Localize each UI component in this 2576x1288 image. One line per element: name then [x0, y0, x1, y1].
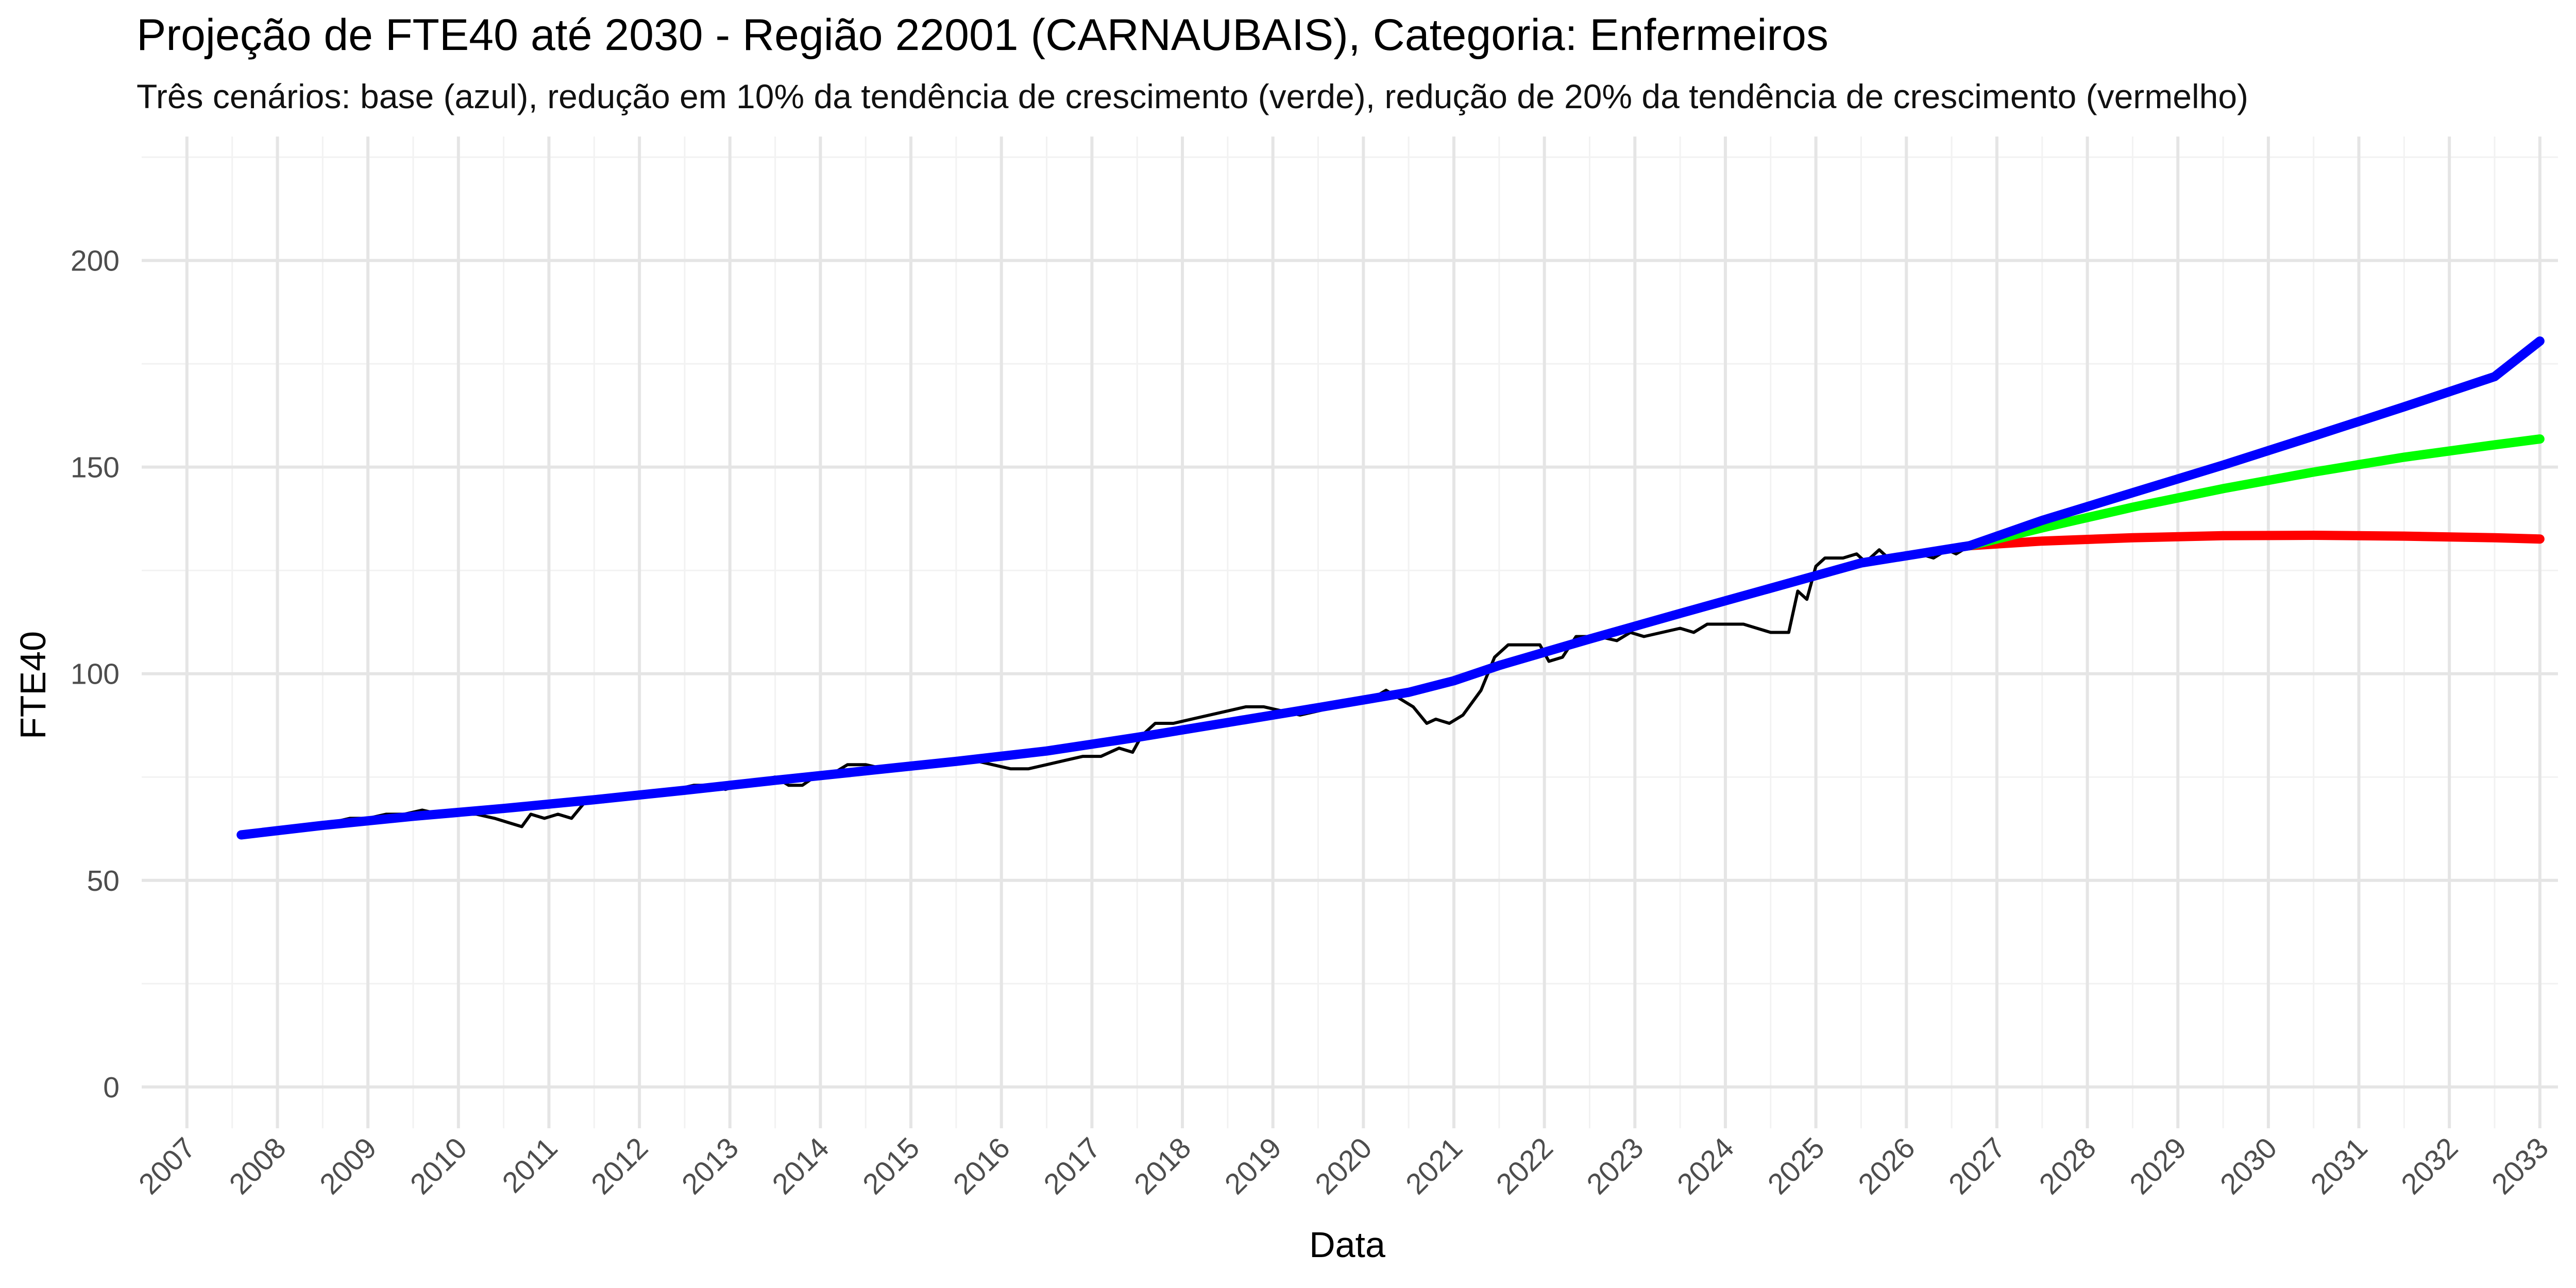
y-tick-label: 0	[103, 1071, 120, 1104]
x-tick-label: 2018	[1128, 1131, 1197, 1201]
x-tick-label: 2032	[2395, 1131, 2464, 1201]
x-tick-label: 2029	[2124, 1131, 2193, 1201]
y-axis-ticks: 0 50 100 150 200	[71, 245, 120, 1104]
x-tick-label: 2023	[1581, 1131, 1650, 1201]
grid	[142, 137, 2558, 1128]
x-tick-label: 2009	[313, 1131, 383, 1201]
x-tick-label: 2011	[496, 1131, 564, 1199]
y-tick-label: 50	[87, 865, 120, 897]
y-tick-label: 100	[71, 658, 120, 691]
series-line-1	[1965, 531, 2545, 551]
x-tick-label: 2022	[1490, 1131, 1560, 1201]
x-tick-label: 2008	[223, 1131, 293, 1201]
series-line-2	[1965, 434, 2545, 551]
x-tick-label: 2017	[1038, 1131, 1107, 1201]
chart-title: Projeção de FTE40 até 2030 - Região 2200…	[137, 10, 1828, 60]
y-tick-label: 200	[71, 245, 120, 278]
x-tick-label: 2028	[2033, 1131, 2103, 1201]
x-tick-label: 2012	[585, 1131, 654, 1201]
y-axis-title: FTE40	[13, 631, 53, 739]
x-tick-label: 2024	[1671, 1131, 1740, 1201]
x-axis-title: Data	[1309, 1225, 1385, 1265]
x-tick-label: 2014	[766, 1131, 836, 1201]
series-line-0	[240, 544, 1972, 837]
series-lines	[236, 336, 2545, 840]
x-tick-label: 2016	[947, 1131, 1016, 1201]
x-tick-label: 2021	[1399, 1131, 1469, 1201]
series-line-3	[236, 336, 2545, 840]
y-tick-label: 150	[71, 451, 120, 484]
x-tick-label: 2033	[2485, 1131, 2555, 1201]
x-tick-label: 2031	[2304, 1131, 2374, 1201]
x-tick-label: 2013	[675, 1131, 745, 1201]
chart-subtitle: Três cenários: base (azul), redução em 1…	[137, 77, 2248, 115]
x-tick-label: 2020	[1309, 1131, 1379, 1201]
x-tick-label: 2015	[856, 1131, 926, 1201]
x-tick-label: 2026	[1852, 1131, 1922, 1201]
x-tick-label: 2007	[132, 1131, 202, 1201]
x-tick-label: 2019	[1218, 1131, 1288, 1201]
x-axis-ticks: 2007 2008 2009 2010 2011 2012 2013 2014 2015 2016…	[132, 1131, 2555, 1201]
x-tick-label: 2010	[404, 1131, 473, 1201]
x-tick-label: 2027	[1942, 1131, 2012, 1201]
x-tick-label: 2030	[2214, 1131, 2283, 1201]
x-tick-label: 2025	[1761, 1131, 1831, 1201]
